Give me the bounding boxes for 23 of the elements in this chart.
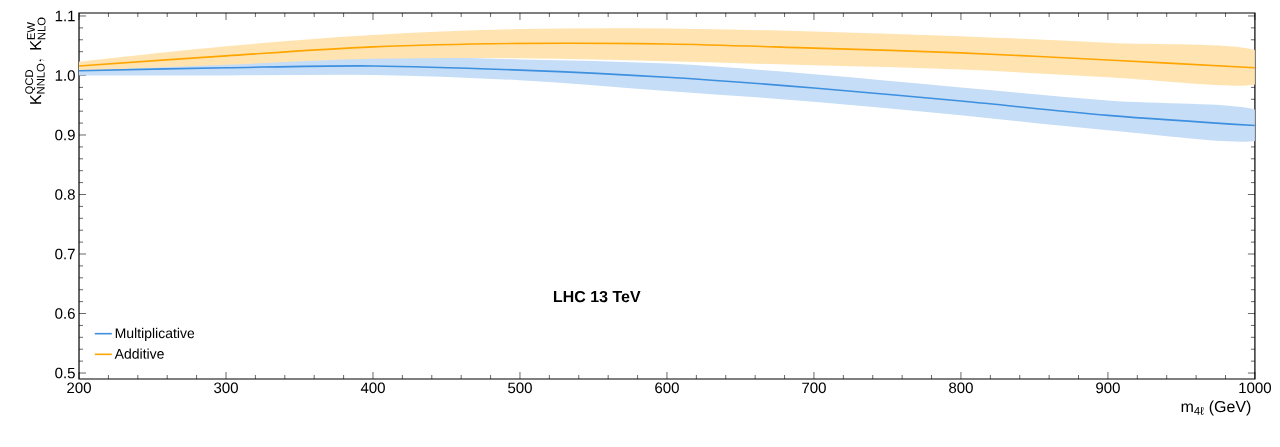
line-series	[79, 42, 1255, 69]
x-tick-label: 400	[360, 382, 385, 394]
annotation: LHC 13 TeV	[553, 290, 641, 303]
y-axis-title: $\mathrm{K^{QCD}_{NNLO},\ K^{EW}_{NLO}}$	[25, 17, 46, 104]
legend-label: Additive	[114, 348, 164, 359]
x-tick-label: 600	[655, 382, 679, 394]
legend-label: Multiplicative	[115, 327, 195, 341]
y-tick-label: 1.0	[55, 70, 75, 81]
y-tick-label: 0.9	[55, 129, 75, 141]
x-tick-label: 200	[67, 382, 91, 394]
x-tick-label: 500	[508, 382, 532, 394]
x-tick-label: 1000	[1239, 382, 1271, 394]
y-tick-label: 0.7	[55, 248, 75, 260]
y-tick-label: 0.5	[55, 367, 75, 379]
x-tick-label: 800	[949, 382, 973, 394]
y-tick-label: 0.8	[55, 189, 75, 200]
x-tick-label: 700	[802, 382, 826, 394]
x-tick-label: 900	[1096, 382, 1120, 394]
x-tick-label: 300	[214, 382, 238, 394]
y-tick-label: 0.6	[55, 308, 75, 319]
y-tick-label: 1.1	[55, 10, 75, 22]
x-axis-title: m$_{4ℓ}$ (GeV)	[1181, 400, 1251, 416]
line-series	[79, 65, 1255, 127]
